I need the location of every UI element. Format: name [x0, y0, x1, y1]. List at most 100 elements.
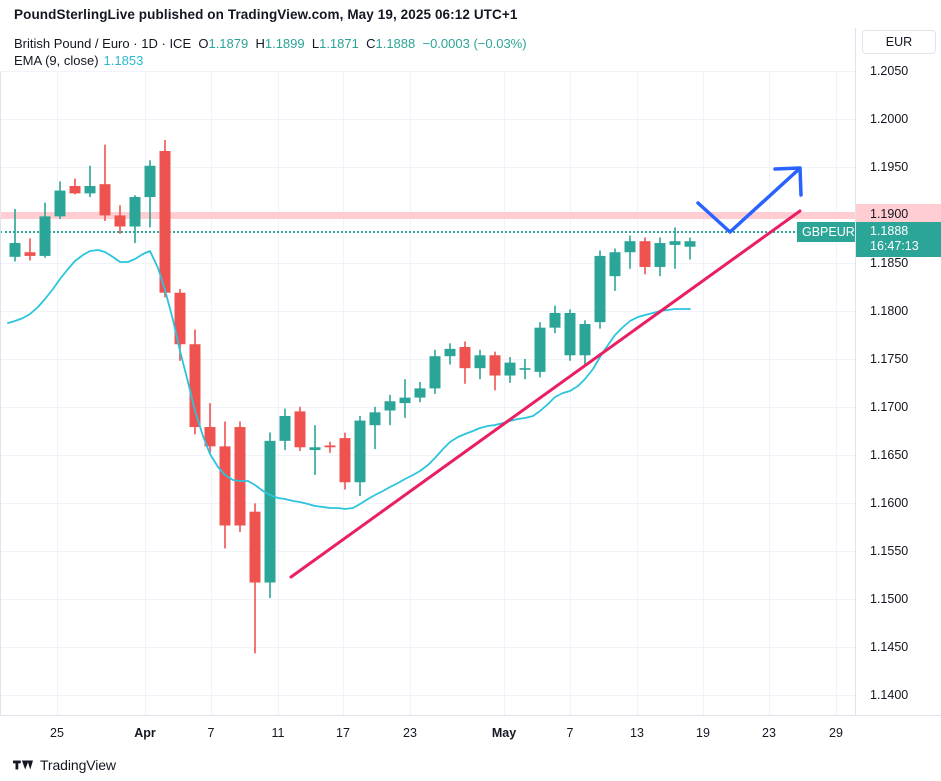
- price-tick-label: 1.1600: [870, 496, 909, 510]
- candle-body[interactable]: [534, 327, 546, 372]
- last-price-badge: 1.1888 16:47:13: [856, 222, 941, 257]
- candle-body[interactable]: [129, 197, 141, 227]
- gridline-v: [504, 71, 505, 715]
- candle-body[interactable]: [144, 165, 156, 198]
- candle-body[interactable]: [174, 292, 186, 345]
- candle-body[interactable]: [504, 362, 516, 376]
- candle-body[interactable]: [564, 312, 576, 356]
- candle-body[interactable]: [189, 344, 201, 428]
- legend-symbol-name[interactable]: British Pound / Euro: [14, 36, 130, 51]
- candle-body[interactable]: [84, 186, 96, 194]
- support-trendline[interactable]: [289, 209, 802, 579]
- gridline-v: [703, 71, 704, 715]
- candle-body[interactable]: [294, 411, 306, 448]
- candle-body[interactable]: [309, 447, 321, 451]
- indicator-name[interactable]: EMA (9, close): [14, 53, 99, 68]
- price-tick-label: 1.1750: [870, 352, 909, 366]
- gridline-v: [769, 71, 770, 715]
- publisher-line: PoundSterlingLive published on TradingVi…: [14, 7, 518, 22]
- legend-open-value: 1.1879: [208, 36, 249, 51]
- candle-body[interactable]: [354, 420, 366, 483]
- time-tick-label: 7: [566, 726, 574, 740]
- candle-body[interactable]: [39, 216, 51, 256]
- candle-body[interactable]: [654, 243, 666, 267]
- candle-body[interactable]: [114, 215, 126, 227]
- chart-bottom-border: [0, 715, 941, 716]
- candle-body[interactable]: [429, 356, 441, 389]
- candle-body[interactable]: [684, 241, 696, 247]
- candle-body[interactable]: [594, 255, 606, 323]
- last-price-line: [0, 231, 855, 233]
- price-axis[interactable]: 1.2050 1.2000 1.1950 1.1850 1.1800 1.175…: [856, 64, 941, 715]
- candle-body[interactable]: [9, 243, 21, 257]
- time-tick-label: 11: [271, 726, 285, 740]
- candle-body[interactable]: [414, 388, 426, 398]
- currency-pill[interactable]: EUR: [862, 30, 936, 54]
- price-axis-separator: [855, 28, 856, 716]
- legend-sep-1: ·: [133, 36, 138, 51]
- legend-high-value: 1.1899: [264, 36, 305, 51]
- candle-body[interactable]: [54, 190, 66, 217]
- candle-body[interactable]: [399, 397, 411, 404]
- indicator-value: 1.1853: [103, 53, 144, 68]
- gridline-h: [0, 695, 855, 696]
- time-axis[interactable]: 25 Apr 7 11 17 23 May 7 13 19 23 29: [0, 716, 941, 750]
- candle-body[interactable]: [264, 440, 276, 583]
- candle-body[interactable]: [669, 241, 681, 245]
- candle-body[interactable]: [609, 252, 621, 277]
- time-tick-label: 19: [696, 726, 710, 740]
- price-tick-label: 1.1550: [870, 544, 909, 558]
- gridline-h: [0, 263, 855, 264]
- gridline-v: [278, 71, 279, 715]
- candle-body[interactable]: [444, 348, 456, 357]
- gridline-h: [0, 71, 855, 72]
- tradingview-branding: TradingView: [13, 757, 116, 773]
- candle-body[interactable]: [624, 241, 636, 253]
- chart-left-border: [0, 71, 1, 716]
- candle-body[interactable]: [219, 446, 231, 526]
- legend-high-label: H: [255, 36, 265, 51]
- gridline-h: [0, 311, 855, 312]
- gridline-h: [0, 119, 855, 120]
- candle-body[interactable]: [159, 151, 171, 293]
- current-price-badge: 1.1900: [856, 204, 941, 224]
- candle-body[interactable]: [579, 324, 591, 356]
- time-tick-label: 23: [762, 726, 776, 740]
- candle-body[interactable]: [24, 252, 36, 256]
- gridline-v: [570, 71, 571, 715]
- candle-body[interactable]: [489, 355, 501, 376]
- candle-body[interactable]: [99, 184, 111, 216]
- legend-close-value: 1.1888: [375, 36, 416, 51]
- bullish-projection-arrow[interactable]: [696, 168, 800, 234]
- candle-body[interactable]: [204, 427, 216, 447]
- series-tag-gbpeur: GBPEUR: [797, 222, 855, 242]
- candle-body[interactable]: [519, 368, 531, 370]
- legend-open-label: O: [198, 36, 209, 51]
- current-price-band: [0, 212, 855, 219]
- last-price-time: 16:47:13: [870, 239, 919, 253]
- legend-interval[interactable]: 1D: [141, 36, 158, 51]
- candle-body[interactable]: [249, 511, 261, 583]
- legend-low-label: L: [311, 36, 320, 51]
- candle-body[interactable]: [279, 416, 291, 441]
- candle-body[interactable]: [384, 401, 396, 411]
- candle-body[interactable]: [549, 312, 561, 328]
- candle-body[interactable]: [639, 241, 651, 267]
- candle-body[interactable]: [324, 445, 336, 448]
- gridline-v: [145, 71, 146, 715]
- price-tick-label: 1.1400: [870, 688, 909, 702]
- candle-body[interactable]: [234, 427, 246, 526]
- candle-body[interactable]: [369, 412, 381, 426]
- chart-plot-area[interactable]: GBPEUR: [0, 71, 855, 715]
- time-tick-label: Apr: [134, 726, 156, 740]
- candle-body[interactable]: [339, 438, 351, 483]
- price-tick-label: 1.1950: [870, 160, 909, 174]
- legend-change-value: −0.0003 (−0.03%): [422, 36, 527, 51]
- candle-body[interactable]: [459, 347, 471, 369]
- candle-body[interactable]: [474, 355, 486, 369]
- gridline-v: [836, 71, 837, 715]
- price-tick-label: 1.2000: [870, 112, 909, 126]
- chart-legend-ohlc: British Pound / Euro · 1D · ICE O1.1879 …: [14, 34, 527, 53]
- candle-body[interactable]: [69, 186, 81, 194]
